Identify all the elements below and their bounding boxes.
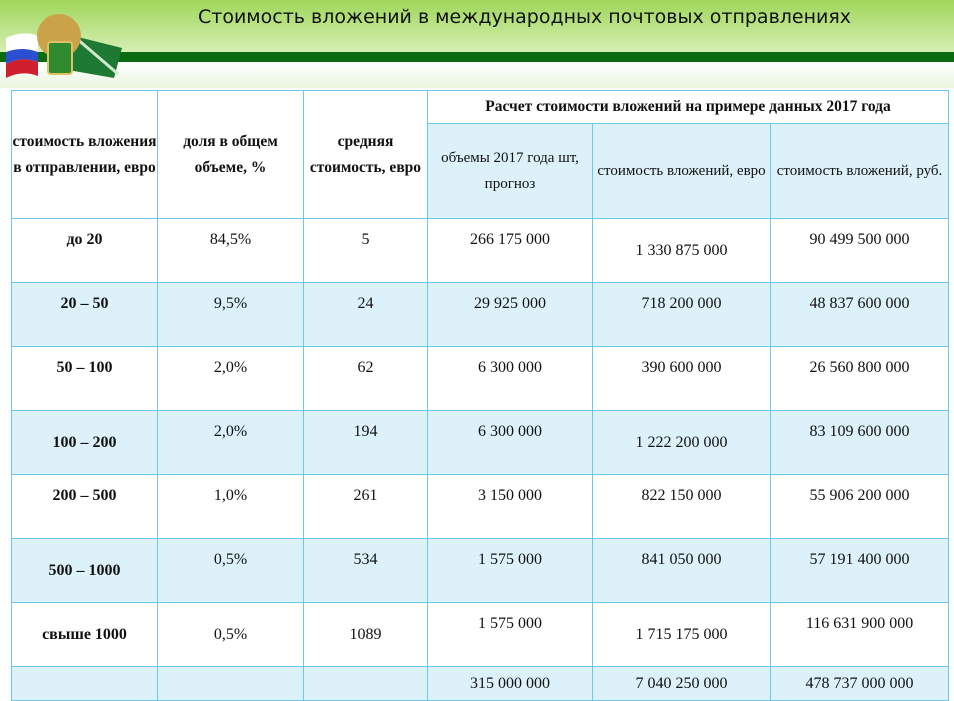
cell-volume: 3 150 000: [427, 474, 593, 539]
cell-avg: 24: [303, 282, 428, 347]
cell-share: 2,0%: [157, 410, 304, 475]
table-row: 200 – 500 1,0% 261 3 150 000 822 150 000 55 9…: [11, 474, 950, 539]
header-volume: объемы 2017 года шт, прогноз: [427, 123, 593, 219]
total-row: 315 000 000 7 040 250 000 478 737 000 000: [11, 666, 950, 701]
cell-rub: 48 837 600 000: [769, 282, 950, 347]
empty-cell: [11, 666, 158, 701]
table-row: до 20 84,5% 5 266 175 000 1 330 875 000 90 49…: [11, 218, 950, 283]
cell-rub: 57 191 400 000: [769, 538, 950, 603]
cell-rub: 90 499 500 000: [769, 218, 950, 283]
cell-avg: 1089: [303, 602, 428, 667]
table-row: 500 – 1000 0,5% 534 1 575 000 841 050 000 57 …: [11, 538, 950, 603]
cell-avg: 62: [303, 346, 428, 411]
cell-share: 84,5%: [157, 218, 304, 283]
header-rub: стоимость вложений, руб.: [769, 123, 950, 219]
cell-volume: 1 575 000: [427, 538, 593, 603]
header-avg: средняя стоимость, евро: [303, 90, 428, 219]
cell-range: 200 – 500: [11, 474, 158, 539]
cell-share: 0,5%: [157, 538, 304, 603]
cell-range: свыше 1000: [11, 602, 158, 667]
cell-eur: 390 600 000: [592, 346, 771, 411]
cell-eur: 1 222 200 000: [592, 410, 771, 475]
header-eur: стоимость вложений, евро: [592, 123, 771, 219]
cell-share: 1,0%: [157, 474, 304, 539]
cost-table: стоимость вложения в отправлении, евро д…: [11, 90, 950, 701]
cell-eur: 718 200 000: [592, 282, 771, 347]
cell-eur: 841 050 000: [592, 538, 771, 603]
total-rub: 478 737 000 000: [769, 666, 950, 701]
cell-rub: 116 631 900 000: [769, 602, 950, 667]
cell-share: 0,5%: [157, 602, 304, 667]
cell-range: 100 – 200: [11, 410, 158, 475]
cell-eur: 1 330 875 000: [592, 218, 771, 283]
cell-avg: 261: [303, 474, 428, 539]
total-volume: 315 000 000: [427, 666, 593, 701]
cell-range: до 20: [11, 218, 158, 283]
cell-avg: 534: [303, 538, 428, 603]
cell-share: 9,5%: [157, 282, 304, 347]
customs-emblem-logo: [6, 14, 122, 78]
header-share: доля в общем объеме, %: [157, 90, 304, 219]
cell-volume: 266 175 000: [427, 218, 593, 283]
title-divider: [0, 52, 954, 62]
cell-volume: 29 925 000: [427, 282, 593, 347]
cell-share: 2,0%: [157, 346, 304, 411]
cell-volume: 6 300 000: [427, 410, 593, 475]
cell-range: 20 – 50: [11, 282, 158, 347]
cell-volume: 1 575 000: [427, 602, 593, 667]
table-row: 20 – 50 9,5% 24 29 925 000 718 200 000 48 837…: [11, 282, 950, 347]
cell-eur: 822 150 000: [592, 474, 771, 539]
page-title: Стоимость вложений в международных почто…: [198, 6, 852, 28]
header-range: стоимость вложения в отправлении, евро: [11, 90, 158, 219]
cell-range: 50 – 100: [11, 346, 158, 411]
cell-rub: 26 560 800 000: [769, 346, 950, 411]
cell-avg: 194: [303, 410, 428, 475]
cell-volume: 6 300 000: [427, 346, 593, 411]
cell-eur: 1 715 175 000: [592, 602, 771, 667]
cell-rub: 83 109 600 000: [769, 410, 950, 475]
table-row: 50 – 100 2,0% 62 6 300 000 390 600 000 26 560…: [11, 346, 950, 411]
title-bar: [0, 0, 954, 52]
cell-range: 500 – 1000: [11, 538, 158, 603]
total-eur: 7 040 250 000: [592, 666, 771, 701]
cell-avg: 5: [303, 218, 428, 283]
table-row: 100 – 200 2,0% 194 6 300 000 1 222 200 000 83…: [11, 410, 950, 475]
title-shadow: [0, 62, 954, 88]
empty-cell: [157, 666, 304, 701]
header-group: Расчет стоимости вложений на примере дан…: [426, 90, 950, 124]
empty-cell: [303, 666, 428, 701]
table-row: свыше 1000 0,5% 1089 1 575 000 1 715 175 000…: [11, 602, 950, 667]
cell-rub: 55 906 200 000: [769, 474, 950, 539]
